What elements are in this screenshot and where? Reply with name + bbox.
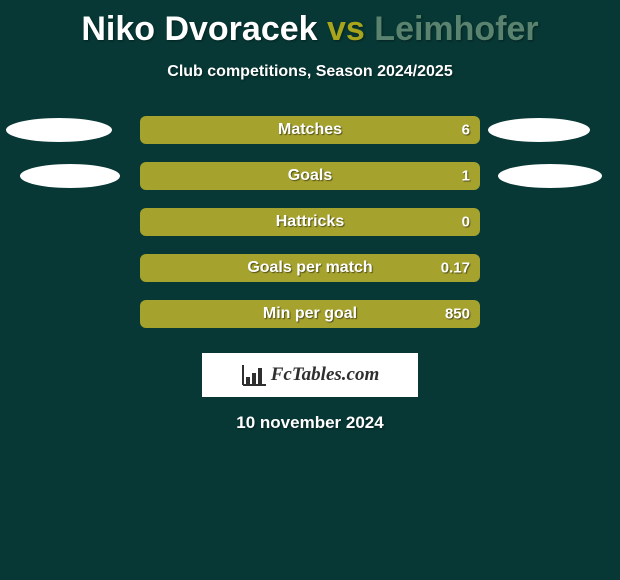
stat-label: Goals per match <box>140 259 480 277</box>
vs-text: vs <box>327 10 365 48</box>
stat-row: Min per goal850 <box>0 291 620 337</box>
player2-name: Leimhofer <box>374 10 538 48</box>
stat-bar: Matches6 <box>140 116 480 144</box>
stat-bar: Goals1 <box>140 162 480 190</box>
stat-value: 850 <box>445 306 470 323</box>
left-value-ellipse <box>6 118 112 142</box>
stat-bar: Hattricks0 <box>140 208 480 236</box>
stat-row: Goals per match0.17 <box>0 245 620 291</box>
stat-row: Hattricks0 <box>0 199 620 245</box>
stat-bar: Min per goal850 <box>140 300 480 328</box>
stat-label: Min per goal <box>140 305 480 323</box>
stat-label: Goals <box>140 167 480 185</box>
stat-row: Goals1 <box>0 153 620 199</box>
stat-row: Matches6 <box>0 107 620 153</box>
stat-value: 6 <box>462 122 470 139</box>
fctables-text: FcTables.com <box>271 364 380 386</box>
comparison-title: Niko Dvoracek vs Leimhofer <box>0 0 620 49</box>
date: 10 november 2024 <box>0 413 620 433</box>
stat-value: 0.17 <box>441 260 470 277</box>
fctables-logo: FcTables.com <box>202 353 418 397</box>
stat-value: 1 <box>462 168 470 185</box>
right-value-ellipse <box>498 164 602 188</box>
left-value-ellipse <box>20 164 120 188</box>
stat-value: 0 <box>462 214 470 231</box>
subtitle: Club competitions, Season 2024/2025 <box>0 63 620 81</box>
stat-bar: Goals per match0.17 <box>140 254 480 282</box>
right-value-ellipse <box>488 118 590 142</box>
player1-name: Niko Dvoracek <box>81 10 317 48</box>
stat-label: Hattricks <box>140 213 480 231</box>
stat-label: Matches <box>140 121 480 139</box>
stats-area: Matches6Goals1Hattricks0Goals per match0… <box>0 107 620 337</box>
barchart-icon <box>241 363 267 387</box>
